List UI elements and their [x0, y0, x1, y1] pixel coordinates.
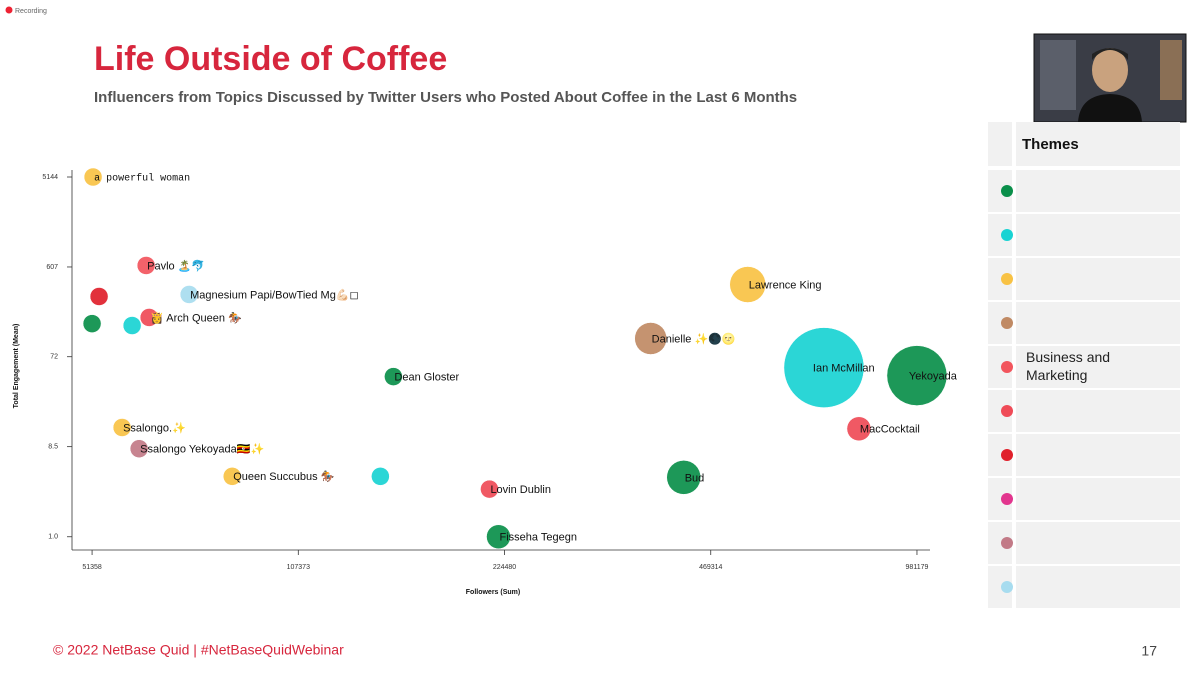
webcam-shirt [1078, 94, 1142, 122]
bubble [122, 316, 142, 335]
bubble-label: Dean Gloster [394, 372, 459, 384]
bubble-label: Danielle ✨🌑🌝 [652, 332, 736, 345]
bubble [886, 345, 948, 406]
legend-swatch [1001, 405, 1013, 417]
bubble-label: Fisseha Tegegn [500, 532, 577, 544]
x-axis-label: Followers (Sum) [466, 589, 520, 596]
bubble [384, 367, 403, 386]
legend-swatch [1001, 493, 1013, 505]
bubble [89, 287, 109, 306]
legend-cell [1016, 522, 1180, 564]
bubble [179, 285, 199, 304]
bubble [634, 322, 667, 355]
recording-label: Recording [15, 8, 47, 15]
subtitle: Influencers from Topics Discussed by Twi… [94, 89, 797, 106]
bubble-label: Magnesium Papi/BowTied Mg💪🏻◻ [190, 288, 359, 301]
x-tick-label: 469314 [699, 564, 722, 571]
bubble [486, 524, 511, 550]
y-axis-label: Total Engagement (Mean) [13, 324, 20, 409]
legend-swatch [1001, 185, 1013, 197]
legend-label-line: Marketing [1026, 367, 1087, 383]
x-tick-label: 51358 [82, 564, 102, 571]
webcam-face [1092, 48, 1128, 92]
legend-title: Themes [1022, 136, 1079, 153]
bubble [112, 418, 132, 437]
bubble-label: 👸 Arch Queen 🏇 [150, 311, 242, 324]
bubble-label: Yekoyada [909, 370, 958, 382]
legend-swatch [1001, 581, 1013, 593]
bubble [666, 460, 701, 495]
bubble-label: Queen Succubus 🏇 [233, 470, 334, 483]
x-tick-label: 981179 [906, 564, 929, 571]
y-tick-label: 607 [46, 264, 58, 271]
legend-label-line: Business and [1026, 349, 1110, 365]
y-tick-label: 8.5 [48, 444, 58, 451]
legend-cell [1016, 478, 1180, 520]
webcam-bg [1160, 40, 1182, 100]
bubble [222, 467, 242, 486]
webcam [1033, 33, 1187, 123]
legend-cell [1016, 214, 1180, 256]
legend-swatch [1001, 273, 1013, 285]
bubble [729, 266, 766, 303]
bubble-label: Lawrence King [749, 279, 822, 291]
legend-header-left [988, 122, 1012, 166]
legend-swatch [1001, 361, 1013, 373]
webcam-shelf [1040, 40, 1076, 110]
bubble [371, 467, 390, 486]
bubble [783, 327, 865, 408]
webcam-hair [1092, 48, 1128, 60]
bubble-label: Ssalongo Yekoyada🇺🇬✨ [140, 443, 264, 456]
footer: © 2022 NetBase Quid | #NetBaseQuidWebina… [53, 642, 344, 658]
bubble-label: Ian McMillan [813, 363, 875, 375]
page-number: 17 [1141, 643, 1157, 659]
legend-cell [1016, 302, 1180, 344]
legend-cell [1016, 434, 1180, 476]
legend-cell [1016, 346, 1180, 388]
recording-dot [5, 6, 13, 14]
legend-swatch [1001, 317, 1013, 329]
bubble [480, 479, 499, 499]
title: Life Outside of Coffee [94, 40, 447, 78]
y-tick-label: 5144 [42, 174, 58, 181]
x-tick-label: 224480 [493, 564, 516, 571]
legend-label: Business and Marketing [1026, 349, 1110, 383]
bubble [139, 308, 159, 327]
bubble-label: a powerful woman [94, 173, 190, 185]
bubble-label: Pavlo 🏝️🐬 [147, 258, 205, 272]
legend-swatch [1001, 449, 1013, 461]
bubble-label: MacCocktail [860, 424, 920, 436]
legend-cell [1016, 258, 1180, 300]
legend-header [1016, 122, 1180, 166]
legend-cell [1016, 390, 1180, 432]
bubble-label: Bud [685, 472, 705, 484]
bubble [83, 167, 103, 187]
bubble-label: Ssalongo.✨ [123, 421, 186, 434]
bubble [136, 256, 156, 275]
legend-swatch [1001, 229, 1013, 241]
bubble [846, 416, 872, 442]
legend-swatch [1001, 537, 1013, 549]
x-tick-label: 107373 [287, 564, 310, 571]
bubble [129, 439, 149, 458]
legend-cell [1016, 566, 1180, 608]
y-tick-label: 1.0 [48, 534, 58, 541]
bubble [82, 314, 102, 333]
legend-cell [1016, 170, 1180, 212]
y-tick-label: 72 [50, 354, 58, 361]
bubble-label: Lovin Dublin [490, 484, 551, 496]
